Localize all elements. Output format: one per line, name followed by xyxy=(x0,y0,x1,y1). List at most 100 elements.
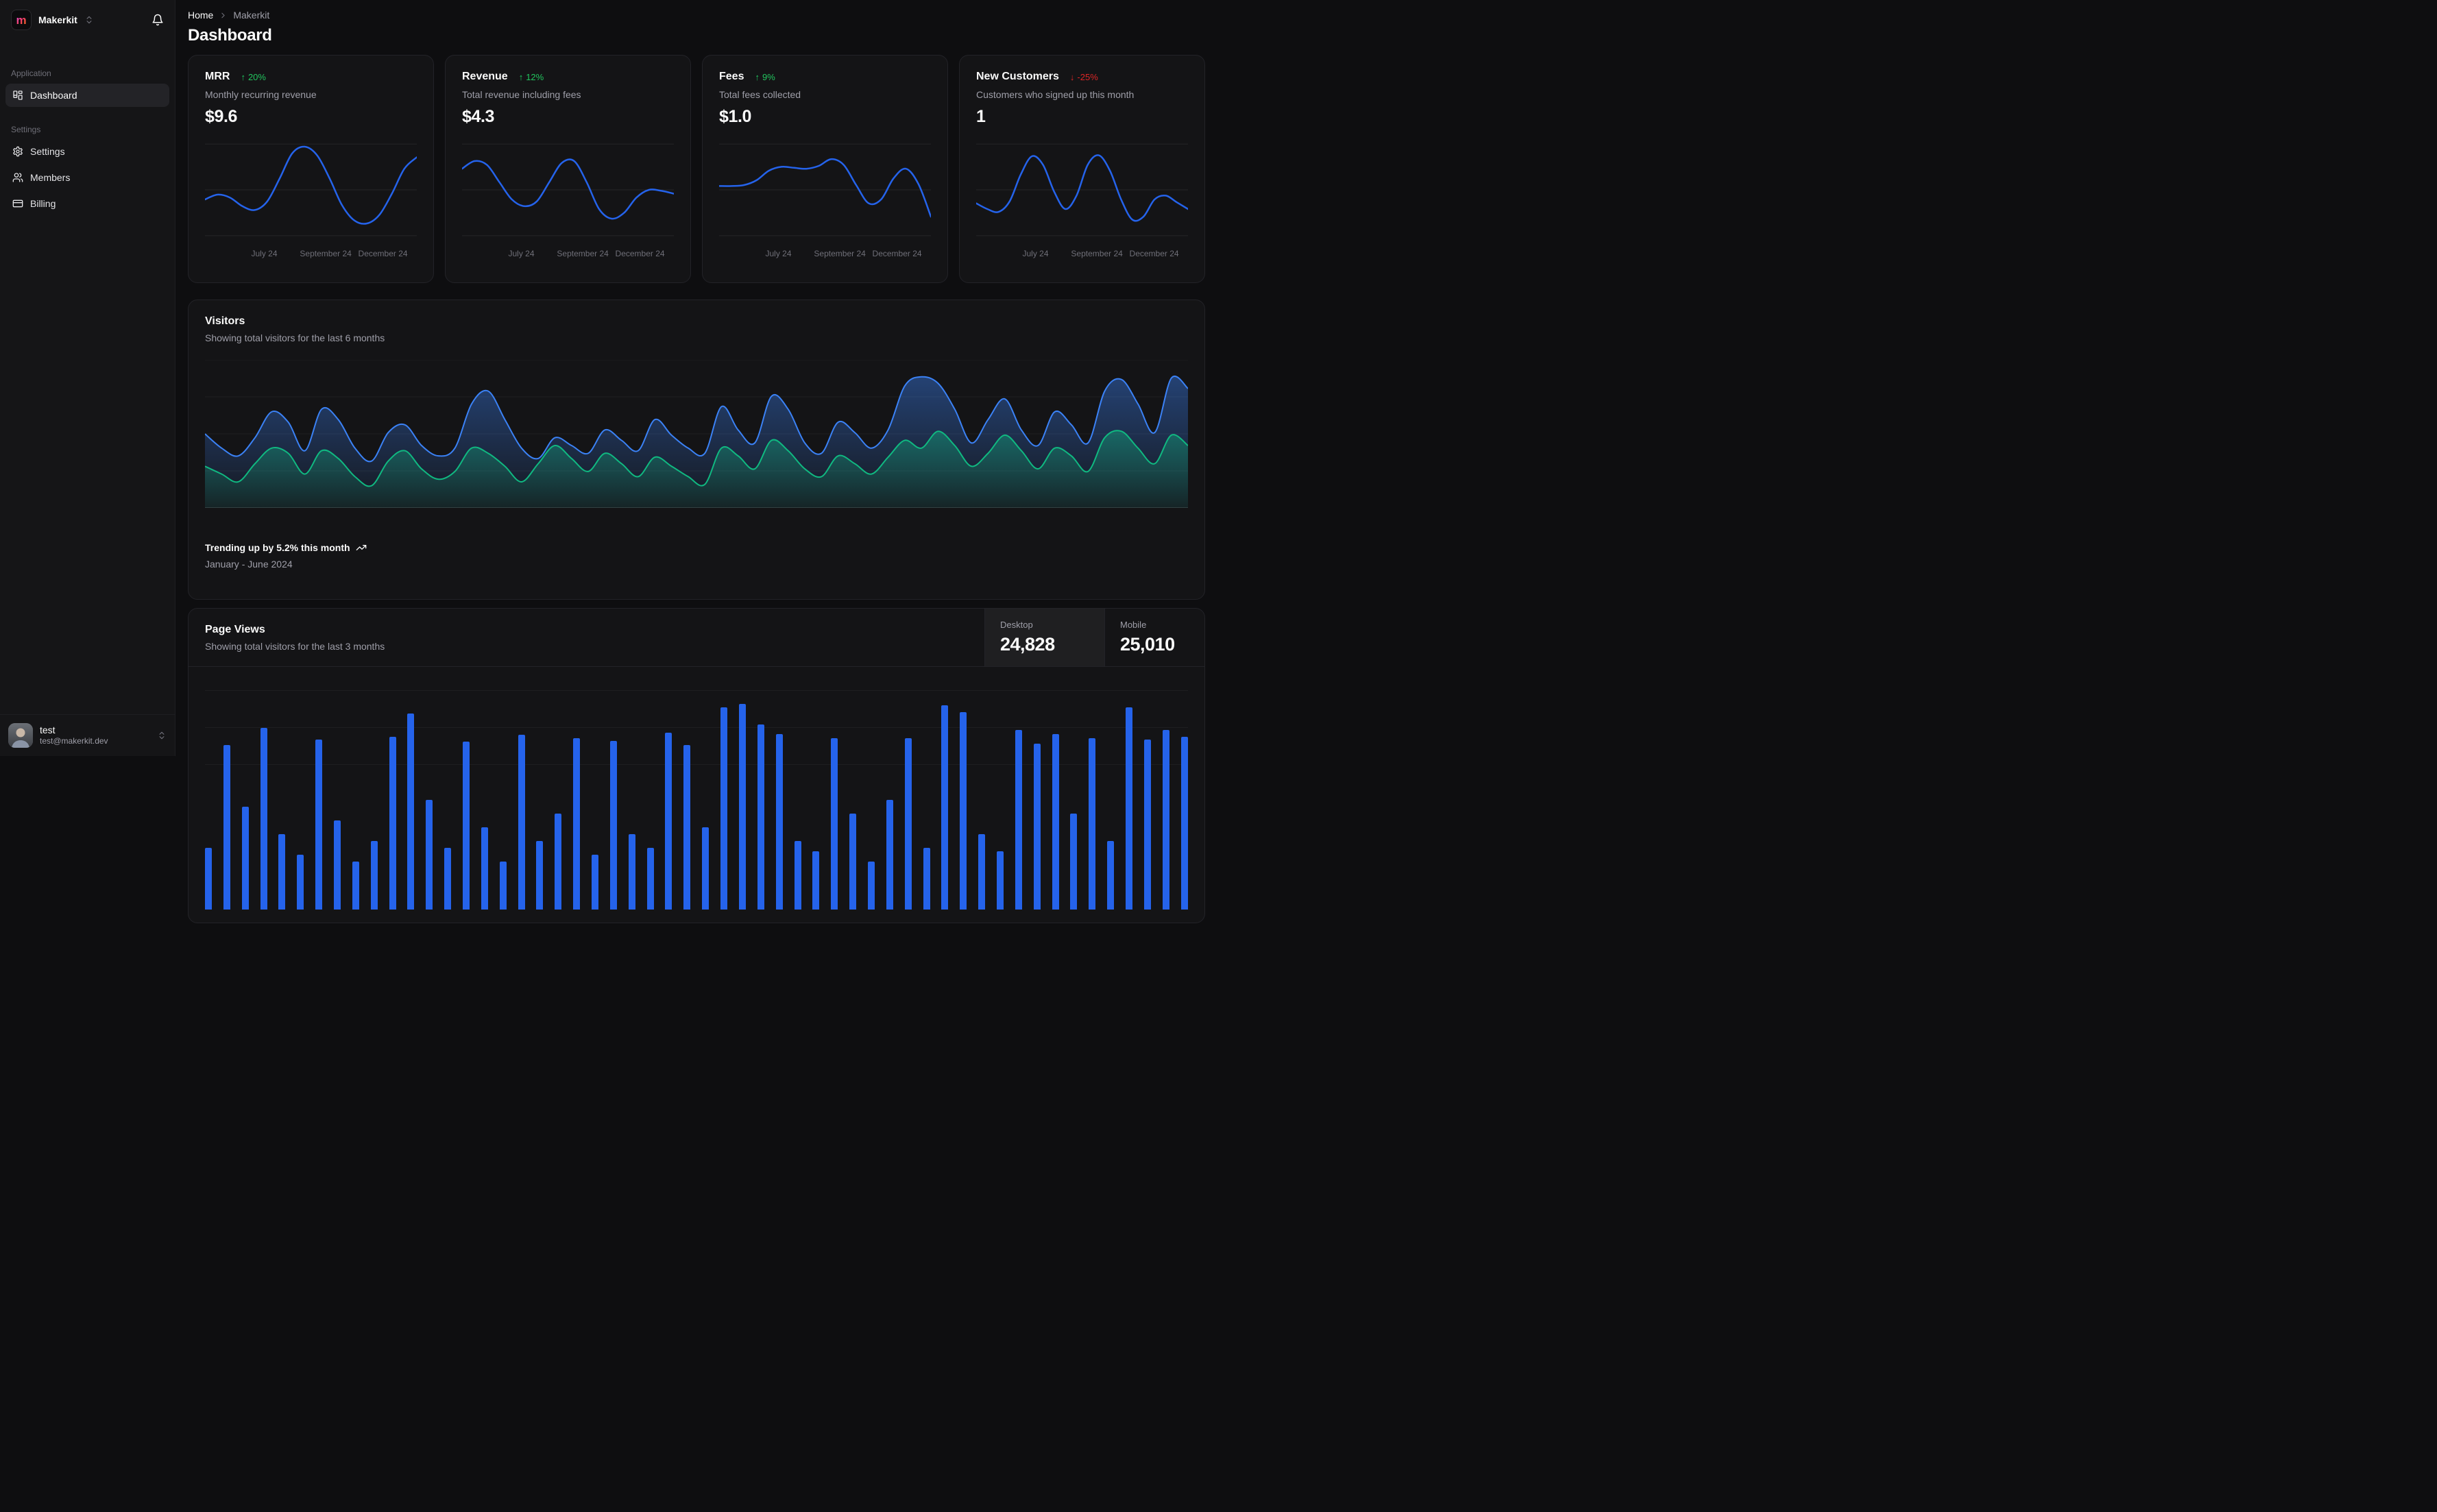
stat-subtitle: Monthly recurring revenue xyxy=(205,89,317,100)
bar xyxy=(867,862,875,910)
stat-title: MRR xyxy=(205,71,230,82)
bar xyxy=(499,862,507,910)
bar-series xyxy=(205,676,1188,910)
bar xyxy=(518,735,525,910)
team-name: Makerkit xyxy=(38,14,77,25)
trending-up-icon xyxy=(356,542,367,553)
new-customers-sparkline-chart xyxy=(976,138,1188,242)
bar xyxy=(278,834,286,910)
x-tick: July 24 xyxy=(1022,249,1049,258)
stat-title: Revenue xyxy=(462,71,508,82)
breadcrumb: Home Makerkit xyxy=(188,10,1205,21)
stat-card-new-customers: New Customers ↓ -25% Customers who signe… xyxy=(959,55,1205,283)
toggle-label: Desktop xyxy=(1000,620,1033,630)
x-tick: July 24 xyxy=(508,249,535,258)
x-tick: September 24 xyxy=(814,249,866,258)
trend-badge: ↓ -25% xyxy=(1069,71,1098,82)
stat-subtitle: Total fees collected xyxy=(719,89,801,100)
stat-cards-row: MRR ↑ 20% Monthly recurring revenue $9.6… xyxy=(188,55,1205,283)
bar xyxy=(1180,737,1188,910)
nav-section-label-application: Application xyxy=(11,69,51,78)
x-tick: July 24 xyxy=(765,249,792,258)
x-tick: July 24 xyxy=(251,249,278,258)
arrow-up-icon: ↑ xyxy=(755,71,760,82)
bar xyxy=(849,814,857,910)
stat-title: Fees xyxy=(719,71,744,82)
trend-badge: ↑ 20% xyxy=(241,71,266,82)
sidebar-item-dashboard[interactable]: Dashboard xyxy=(5,84,169,107)
toggle-desktop[interactable]: Desktop 24,828 xyxy=(984,609,1104,666)
bar xyxy=(205,848,212,910)
bar xyxy=(1089,738,1096,910)
bar xyxy=(1015,730,1022,910)
bell-icon[interactable] xyxy=(151,14,164,26)
bar xyxy=(1107,841,1115,910)
toggle-value: 25,010 xyxy=(1120,634,1175,655)
page-views-title: Page Views xyxy=(205,623,265,635)
bar xyxy=(463,742,470,910)
bar xyxy=(1052,734,1059,910)
user-menu[interactable]: test test@makerkit.dev xyxy=(0,714,175,756)
sidebar-item-billing[interactable]: Billing xyxy=(5,192,169,215)
bar xyxy=(444,848,452,910)
visitors-date-range: January - June 2024 xyxy=(205,559,293,570)
sidebar-item-label: Settings xyxy=(30,146,65,157)
makerkit-logo: m xyxy=(11,10,32,30)
x-tick: September 24 xyxy=(300,249,352,258)
stat-value: $9.6 xyxy=(205,107,238,126)
mrr-sparkline-chart xyxy=(205,138,417,242)
stat-card-revenue: Revenue ↑ 12% Total revenue including fe… xyxy=(445,55,691,283)
bar xyxy=(812,851,820,910)
chevrons-up-down-icon xyxy=(84,15,94,25)
breadcrumb-home-link[interactable]: Home xyxy=(188,10,214,21)
sparkline-x-axis: July 24 September 24 December 24 xyxy=(719,249,931,261)
bar xyxy=(1070,814,1078,910)
sidebar-item-settings[interactable]: Settings xyxy=(5,140,169,163)
bar xyxy=(702,827,710,910)
x-tick: December 24 xyxy=(358,249,408,258)
bar xyxy=(260,728,267,910)
sidebar-item-label: Dashboard xyxy=(30,90,77,101)
bar xyxy=(978,834,986,910)
sidebar-item-members[interactable]: Members xyxy=(5,166,169,189)
bar xyxy=(683,745,691,910)
stat-value: 1 xyxy=(976,107,986,126)
makerkit-logo-letter: m xyxy=(16,13,27,27)
arrow-up-icon: ↑ xyxy=(241,71,245,82)
bar xyxy=(628,834,635,910)
user-email: test@makerkit.dev xyxy=(40,736,108,746)
breadcrumb-current: Makerkit xyxy=(233,10,270,21)
chevron-right-icon xyxy=(219,11,228,20)
team-switcher[interactable]: m Makerkit xyxy=(11,10,94,30)
stat-card-fees: Fees ↑ 9% Total fees collected $1.0 July… xyxy=(702,55,948,283)
user-name: test xyxy=(40,724,56,735)
sidebar: m Makerkit Application Dashboard Setting… xyxy=(0,0,175,756)
visitors-trend-text: Trending up by 5.2% this month xyxy=(205,542,350,553)
visitors-card: Visitors Showing total visitors for the … xyxy=(188,300,1205,600)
arrow-down-icon: ↓ xyxy=(1069,71,1075,82)
toggle-mobile[interactable]: Mobile 25,010 xyxy=(1104,609,1204,666)
x-tick: December 24 xyxy=(1129,249,1179,258)
stat-card-mrr: MRR ↑ 20% Monthly recurring revenue $9.6… xyxy=(188,55,434,283)
trend-badge: ↑ 9% xyxy=(755,71,775,82)
sidebar-item-label: Members xyxy=(30,172,71,183)
stat-value: $1.0 xyxy=(719,107,752,126)
sparkline-x-axis: July 24 September 24 December 24 xyxy=(462,249,674,261)
stat-title: New Customers xyxy=(976,71,1059,82)
trend-badge: ↑ 12% xyxy=(518,71,544,82)
visitors-area-chart[interactable] xyxy=(205,360,1188,508)
sidebar-nav: Application Dashboard Settings Settings xyxy=(0,63,175,221)
page-views-bar-chart[interactable] xyxy=(205,676,1188,910)
bar xyxy=(481,827,488,910)
bar xyxy=(334,820,341,910)
visitors-subtitle: Showing total visitors for the last 6 mo… xyxy=(205,332,385,343)
sparkline-x-axis: July 24 September 24 December 24 xyxy=(205,249,417,261)
main-content: Home Makerkit Dashboard MRR ↑ 20% Monthl… xyxy=(175,0,1219,923)
bar xyxy=(352,862,359,910)
bar xyxy=(555,814,562,910)
credit-card-icon xyxy=(12,198,23,209)
bar xyxy=(646,848,654,910)
bar xyxy=(831,738,838,910)
toggle-value: 24,828 xyxy=(1000,634,1055,655)
bar xyxy=(1125,707,1132,910)
